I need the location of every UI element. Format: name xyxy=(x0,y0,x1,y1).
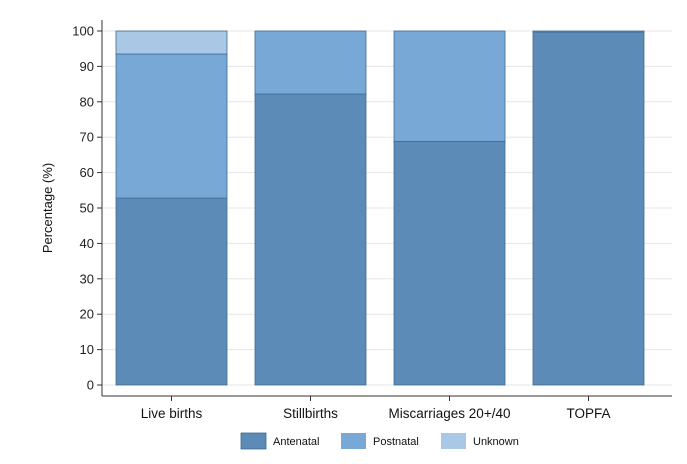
y-tick-label: 100 xyxy=(72,24,94,39)
bars xyxy=(115,30,645,386)
legend-swatch-unknown xyxy=(441,433,466,449)
y-tick-label: 50 xyxy=(80,201,94,216)
y-tick-label: 0 xyxy=(87,378,94,393)
bar-segment-postnatal-2 xyxy=(393,30,506,142)
bar-segment-antenatal-2 xyxy=(393,141,506,386)
y-tick-label: 90 xyxy=(80,59,94,74)
bar-segment-antenatal-1 xyxy=(254,93,367,386)
y-tick-label: 40 xyxy=(80,236,94,251)
x-tick-label: TOPFA xyxy=(566,406,610,421)
y-tick-label: 80 xyxy=(80,94,94,109)
y-axis-title: Percentage (%) xyxy=(40,163,55,253)
legend-swatch-antenatal xyxy=(240,432,267,450)
bar-segment-antenatal-3 xyxy=(532,31,645,386)
y-tick-label: 10 xyxy=(80,342,94,357)
y-ticks: 0 10 20 30 40 50 60 70 80 90 100 xyxy=(72,24,102,393)
x-ticks: Live births Stillbirths Miscarriages 20+/4… xyxy=(141,396,611,421)
y-tick-label: 60 xyxy=(80,165,94,180)
y-tick-label: 30 xyxy=(80,271,94,286)
y-tick-label: 70 xyxy=(80,130,94,145)
bar-segment-unknown-0 xyxy=(115,30,228,55)
legend: Antenatal Postnatal Unknown xyxy=(240,432,519,450)
bar-segment-postnatal-3 xyxy=(532,30,645,33)
y-tick-label: 20 xyxy=(80,307,94,322)
bar-segment-postnatal-0 xyxy=(115,53,228,199)
bar-segment-antenatal-0 xyxy=(115,197,228,386)
legend-label-unknown: Unknown xyxy=(473,436,519,448)
x-tick-label: Miscarriages 20+/40 xyxy=(389,406,511,421)
legend-swatch-postnatal xyxy=(341,433,366,449)
x-tick-label: Live births xyxy=(141,406,203,421)
legend-label-postnatal: Postnatal xyxy=(373,436,419,448)
bar-segment-postnatal-1 xyxy=(254,30,367,95)
x-tick-label: Stillbirths xyxy=(283,406,338,421)
legend-label-antenatal: Antenatal xyxy=(273,436,319,448)
